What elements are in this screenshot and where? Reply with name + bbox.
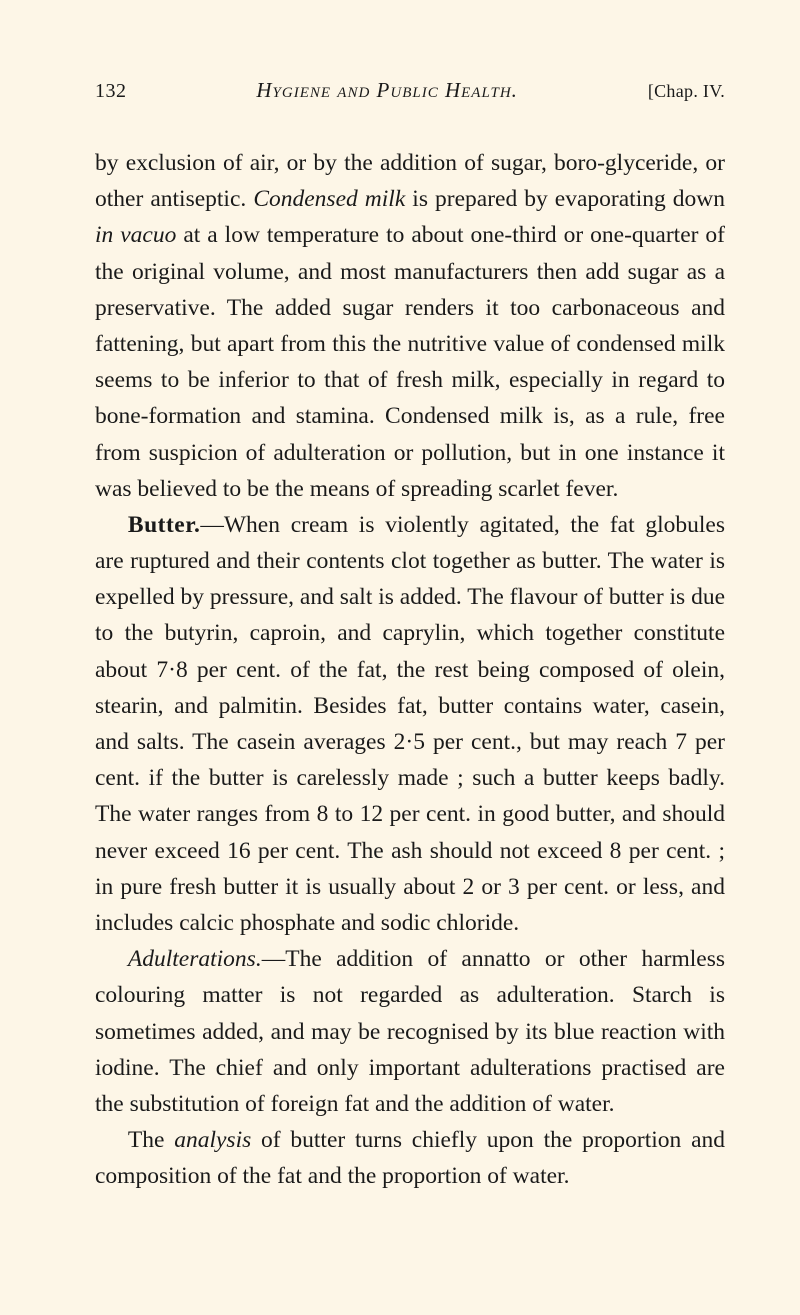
chapter-label: [Chap. IV.: [648, 81, 725, 102]
page-header: 132 Hygiene and Public Health. [Chap. IV…: [95, 78, 725, 103]
paragraph-3: Adulterations.—The addition of annatto o…: [95, 941, 725, 1122]
book-title: Hygiene and Public Health.: [127, 78, 648, 103]
p1-c: at a low temperature to about one-third …: [95, 222, 725, 501]
body-text: by exclusion of air, or by the addition …: [95, 145, 725, 1194]
p1-b: is prepared by evaporating down: [405, 186, 725, 212]
p3-heading-adulterations: Adulterations.: [128, 946, 262, 972]
p2-body: —When cream is violently agitated, the f…: [95, 512, 725, 936]
page-number: 132: [95, 80, 127, 103]
p1-italic-condensed-milk: Condensed milk: [253, 186, 405, 212]
p4-italic-analysis: analysis: [174, 1127, 251, 1153]
p4-a: The: [128, 1127, 174, 1153]
p1-italic-in-vacuo: in vacuo: [95, 222, 176, 248]
paragraph-1: by exclusion of air, or by the addition …: [95, 145, 725, 507]
paragraph-2: Butter.—When cream is violently agitated…: [95, 507, 725, 941]
p2-heading-butter: Butter.: [128, 512, 200, 538]
paragraph-4: The analysis of butter turns chiefly upo…: [95, 1122, 725, 1194]
